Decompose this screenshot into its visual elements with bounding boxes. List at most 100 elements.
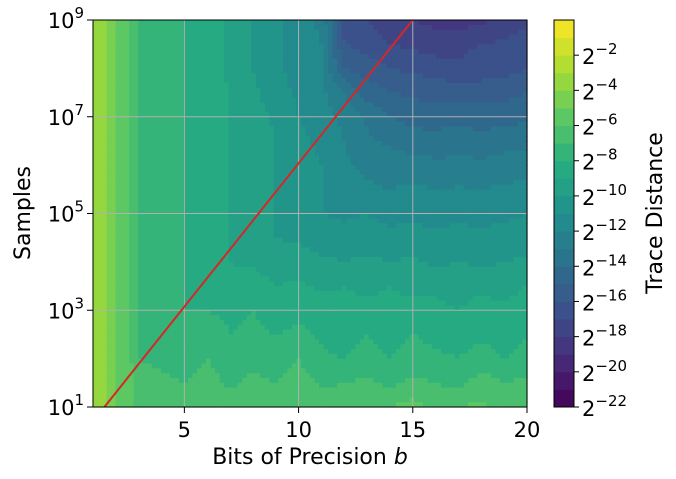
heatmap-cell [450,237,456,244]
heatmap-cell [364,155,370,161]
heatmap-cell [102,165,108,171]
heatmap-cell [504,126,510,132]
heatmap-cell [400,87,406,94]
heatmap-cell [486,203,492,210]
heatmap-cell [463,82,469,89]
heatmap-cell [314,73,320,79]
heatmap-cell [337,247,343,253]
heatmap-cell [472,194,478,200]
heatmap-cell [97,232,103,239]
heatmap-cell [386,97,392,103]
heatmap-cell [368,174,374,181]
heatmap-cell [427,92,433,98]
heatmap-cell [418,145,424,152]
heatmap-cell [287,116,293,123]
heatmap-cell [323,102,329,108]
heatmap-cell [472,107,478,113]
heatmap-cell [120,131,126,137]
heatmap-cell [251,68,257,74]
heatmap-cell [133,63,139,69]
heatmap-cell [432,179,438,186]
heatmap-cell [183,237,189,244]
heatmap-cell [314,203,320,210]
heatmap-cell [404,174,411,181]
heatmap-cell [278,237,284,244]
heatmap-cell [355,160,361,166]
heatmap-cell [151,261,157,268]
heatmap-cell [368,160,374,166]
heatmap-cell [160,116,166,123]
heatmap-cell [291,257,298,263]
heatmap-cell [337,232,343,239]
heatmap-cell [368,179,374,186]
heatmap-cell [432,160,438,166]
heatmap-cell [169,184,175,190]
heatmap-cell [522,194,528,200]
heatmap-cell [413,49,420,55]
heatmap-cell [328,247,334,253]
heatmap-cell [436,126,442,132]
heatmap-cell [337,203,343,210]
heatmap-cell [409,261,415,268]
heatmap-cell [282,242,288,248]
heatmap-cell [436,198,442,205]
heatmap-cell [359,49,365,55]
heatmap-cell [201,39,207,45]
heatmap-cell [413,203,420,210]
heatmap-cell [142,126,148,132]
heatmap-cell [468,136,474,142]
heatmap-cell [341,131,347,137]
heatmap-cell [151,198,157,205]
heatmap-cell [201,237,207,244]
heatmap-cell [251,87,257,94]
heatmap-cell [404,140,411,147]
heatmap-cell [246,82,252,89]
heatmap-cell [423,107,429,113]
heatmap-cell [319,198,325,205]
heatmap-cell [246,228,252,234]
heatmap-cell [93,266,99,273]
heatmap-cell [346,140,352,147]
heatmap-cell [400,136,406,142]
heatmap-cell [183,111,189,118]
heatmap-cell [228,218,234,224]
heatmap-cell [513,223,519,229]
heatmap-cell [413,111,420,118]
heatmap-cell [291,131,298,137]
heatmap-cell [210,232,216,239]
heatmap-cell [178,203,185,210]
heatmap-cell [463,150,469,157]
heatmap-cell [210,179,216,186]
heatmap-cell [404,150,411,157]
heatmap-cell [183,257,189,263]
heatmap-cell [432,97,438,103]
heatmap-cell [165,165,171,171]
heatmap-cell [201,145,207,152]
heatmap-cell [264,237,270,244]
heatmap-cell [310,82,316,89]
heatmap-cell [120,121,126,128]
heatmap-cell [242,78,248,84]
heatmap-cell [142,92,148,98]
heatmap-cell [151,266,157,273]
heatmap-cell [517,107,524,113]
heatmap-cell [282,237,288,244]
heatmap-cell [477,53,483,60]
heatmap-cell [196,237,203,244]
heatmap-cell [291,73,298,79]
heatmap-cell [490,165,496,171]
heatmap-cell [368,198,374,205]
heatmap-cell [174,116,180,123]
heatmap-cell [395,126,402,132]
heatmap-cell [359,78,365,84]
heatmap-cell [147,155,153,161]
heatmap-cell [206,58,212,65]
heatmap-cell [291,92,298,98]
heatmap-cell [368,140,374,147]
heatmap-cell [215,252,221,258]
heatmap-cell [269,145,275,152]
heatmap-cell [454,194,460,200]
heatmap-cell [97,92,103,98]
heatmap-cell [522,29,528,36]
heatmap-cell [291,63,298,69]
